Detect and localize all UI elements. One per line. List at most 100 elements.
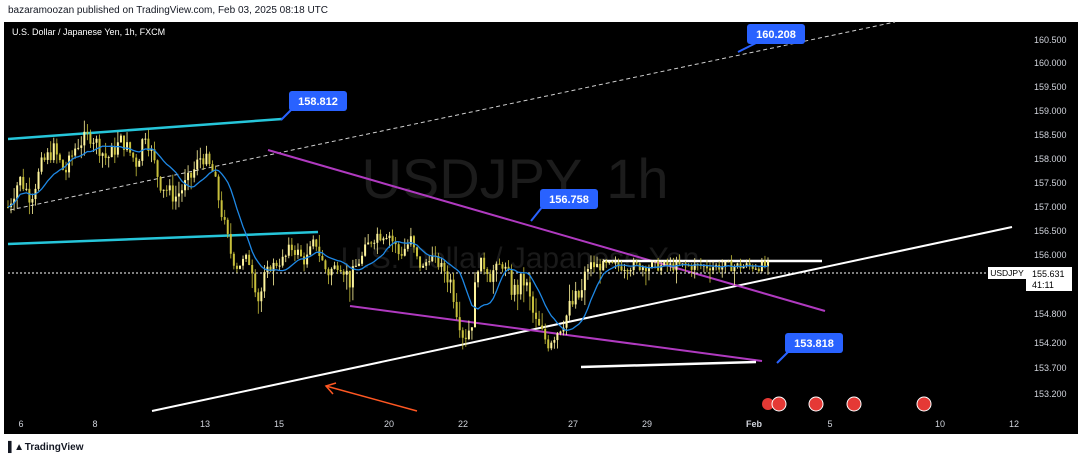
candle-body	[388, 235, 391, 238]
candle-body	[77, 147, 80, 149]
candle-body	[284, 255, 287, 257]
candle-body	[693, 263, 696, 270]
time-tick-label: 29	[642, 419, 652, 429]
candle-body	[46, 152, 49, 160]
candle-body	[596, 263, 599, 268]
candle-body	[565, 315, 568, 328]
event-flag-icon[interactable]	[846, 396, 862, 412]
candle-body	[358, 263, 361, 266]
event-flag-icon[interactable]	[771, 396, 787, 412]
price-tick-label: 156.500	[1034, 226, 1067, 236]
candle-body	[397, 244, 400, 255]
candle-body	[660, 265, 663, 271]
candle-body	[187, 172, 190, 181]
brand-name: TradingView	[24, 442, 84, 453]
time-tick-label: Feb	[746, 419, 763, 429]
candle-body	[300, 249, 303, 257]
price-tick-label: 156.000	[1034, 250, 1067, 260]
candle-body	[269, 266, 272, 272]
price-tick-label: 158.000	[1034, 154, 1067, 164]
candle-body	[742, 266, 745, 269]
candle-body	[31, 199, 34, 203]
time-tick-label: 22	[458, 419, 468, 429]
price-tag-value: 155.631	[1032, 269, 1065, 279]
candle-body	[367, 242, 370, 245]
candle-body	[153, 149, 156, 161]
price-tick-label: 160.000	[1034, 58, 1067, 68]
time-tick-label: 5	[827, 419, 832, 429]
symbol-description: U.S. Dollar / Japanese Yen, 1h, FXCM	[12, 27, 165, 37]
callout-153-818[interactable]: 153.818	[776, 333, 843, 364]
long-trendline[interactable]	[151, 226, 1013, 412]
candle-body	[223, 217, 226, 220]
candle-body	[199, 158, 202, 160]
economic-events[interactable]	[762, 396, 932, 412]
callout-160-208[interactable]: 160.208	[737, 24, 805, 53]
orange-arrow-icon[interactable]	[324, 382, 418, 412]
price-scale[interactable]: 160.500 160.000 159.500 159.000 158.500 158.0…	[1034, 35, 1067, 399]
candle-body	[467, 330, 470, 340]
wedge-upper-line[interactable]	[267, 149, 826, 312]
tradingview-logo[interactable]: ▌▲ TradingView	[8, 442, 84, 453]
price-tick-label: 153.700	[1034, 363, 1067, 373]
candle-body	[248, 254, 251, 265]
candle-body	[242, 258, 245, 266]
candle-body	[641, 267, 644, 271]
publish-info-text: bazaramoozan published on TradingView.co…	[8, 5, 329, 16]
event-flag-icon[interactable]	[916, 396, 932, 412]
candle-body	[71, 155, 74, 157]
candle-body	[687, 265, 690, 267]
time-tick-label: 10	[935, 419, 945, 429]
wedge-lower-line[interactable]	[349, 305, 763, 362]
candle-body	[110, 146, 113, 158]
candle-body	[586, 269, 589, 272]
candle-body	[553, 340, 556, 343]
time-tick-label: 8	[92, 419, 97, 429]
candle-body	[617, 262, 620, 267]
candle-body	[318, 246, 321, 256]
event-flag-icon[interactable]	[762, 398, 774, 410]
moving-average-line	[7, 145, 769, 332]
time-scale[interactable]: 6 8 13 15 20 22 27 29 Feb 5 10 12	[18, 419, 1019, 429]
candle-body	[348, 270, 351, 288]
event-flag-icon[interactable]	[808, 396, 824, 412]
candle-body	[608, 261, 611, 264]
candle-body	[156, 160, 159, 177]
candle-body	[330, 268, 333, 276]
candle-body	[129, 142, 132, 153]
candle-body	[400, 254, 403, 256]
price-tick-label: 159.000	[1034, 106, 1067, 116]
current-price-tag[interactable]: USDJPY 155.631 41:11	[988, 267, 1072, 291]
channel-upper-line[interactable]	[7, 117, 283, 141]
candle-body	[477, 271, 480, 283]
candle-body	[754, 268, 757, 270]
time-tick-label: 13	[200, 419, 210, 429]
candle-body	[275, 262, 278, 266]
candle-body	[61, 160, 64, 170]
candle-body	[342, 271, 345, 275]
candle-body	[748, 263, 751, 266]
candle-body	[257, 292, 260, 302]
callout-158-812[interactable]: 158.812	[280, 91, 347, 121]
candle-body	[599, 263, 602, 271]
tradingview-logo-icon: ▌▲	[8, 442, 24, 453]
candle-body	[55, 143, 58, 155]
candle-body	[296, 249, 299, 255]
candle-body	[440, 262, 443, 267]
candle-body	[113, 146, 116, 155]
callout-156-758[interactable]: 156.758	[530, 189, 598, 222]
candle-body	[651, 262, 654, 268]
candle-body	[64, 169, 67, 173]
candle-body	[547, 339, 550, 349]
candle-body	[229, 233, 232, 254]
channel-lower-line[interactable]	[7, 230, 319, 246]
candle-body	[58, 154, 61, 161]
candle-body	[522, 273, 525, 286]
candle-body	[19, 176, 22, 186]
candle-body	[763, 261, 766, 267]
candle-body	[351, 266, 354, 288]
candle-body	[80, 145, 83, 148]
candle-body	[751, 265, 754, 269]
range-bottom-line[interactable]	[580, 360, 757, 369]
